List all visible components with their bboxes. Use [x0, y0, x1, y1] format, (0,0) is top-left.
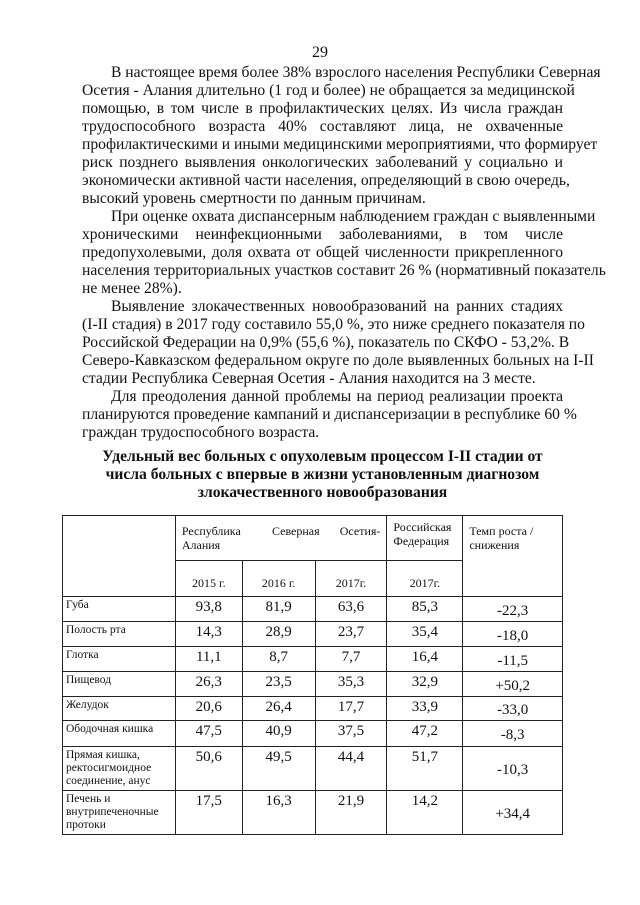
paragraph-line: В настоящее время более 38% взрослого на… [111, 64, 601, 81]
row-label: Ободочная кишка [62, 720, 176, 747]
paragraph-line: экономически активной части населения, о… [82, 172, 570, 189]
paragraph-line: риск позднего выявления онкологических з… [82, 154, 563, 171]
page-number: 29 [312, 44, 328, 61]
rate-cell: -8,3 [462, 720, 563, 747]
value-cell: 28,9 [241, 621, 316, 647]
paragraph-line: предопухолевыми, доля охвата от общей чи… [82, 244, 563, 261]
paragraph-line: населения территориальных участков соста… [82, 262, 606, 279]
paragraph-line: помощью, в том числе в профилактических … [82, 100, 563, 117]
value-cell: 17,5 [174, 790, 243, 835]
value-cell: 35,3 [314, 671, 388, 697]
value-cell: 26,4 [241, 696, 316, 721]
value-cell: 37,5 [314, 720, 388, 747]
value-cell: 33,9 [386, 696, 464, 721]
value-cell: 35,4 [386, 621, 464, 647]
row-label: Желудок [62, 696, 176, 721]
value-cell: 81,9 [241, 596, 316, 622]
paragraph-line: стадии Республика Северная Осетия - Алан… [82, 370, 536, 387]
value-cell: 51,7 [386, 746, 464, 791]
year-header: 2015 г. [174, 560, 243, 597]
header-region-part: Северная [271, 524, 320, 538]
value-cell: 7,7 [314, 646, 388, 672]
paragraph-line: граждан трудоспособного возраста. [82, 424, 320, 441]
value-cell: 26,3 [174, 671, 243, 697]
table-row: Глотка 11,1 8,7 7,7 16,4 -11,5 [62, 646, 563, 672]
header-region: Республика Алания Северная Осетия- [174, 515, 388, 561]
table-row: Желудок 20,6 26,4 17,7 33,9 -33,0 [62, 696, 563, 721]
year-header: 2017г. [314, 560, 388, 597]
value-cell: 16,4 [386, 646, 464, 672]
paragraph-line: Для преодоления данной проблемы на перио… [111, 388, 563, 405]
table-row: Печень и внутрипеченочные протоки 17,5 16,… [62, 790, 563, 835]
row-label: Печень и внутрипеченочные протоки [62, 790, 176, 835]
row-label: Губа [62, 596, 176, 622]
paragraph-line: не менее 28%). [82, 280, 182, 297]
paragraph-line: Осетия - Алания длительно (1 год и более… [82, 82, 575, 99]
value-cell: 8,7 [241, 646, 316, 672]
body-text: В настоящее время более 38% взрослого на… [82, 64, 606, 442]
value-cell: 20,6 [174, 696, 243, 721]
value-cell: 17,7 [314, 696, 388, 721]
table-row: Ободочная кишка 47,5 40,9 37,5 47,2 -8,3 [62, 720, 563, 747]
header-rf: Российская Федерация [386, 515, 464, 561]
rate-cell: -11,5 [462, 646, 563, 672]
year-header: 2016 г. [241, 560, 316, 597]
value-cell: 93,8 [174, 596, 243, 622]
row-label: Глотка [62, 646, 176, 672]
value-cell: 49,5 [241, 746, 316, 791]
table-title-line: Удельный вес больных с опухолевым процес… [102, 448, 543, 465]
rate-cell: -18,0 [462, 621, 563, 647]
value-cell: 23,7 [314, 621, 388, 647]
paragraph-line: трудоспособного возраста 40% составляют … [82, 118, 563, 135]
paragraph-line: планируются проведение кампаний и диспан… [82, 406, 577, 423]
row-label: Прямая кишка, ректосигмоидное соединение… [62, 746, 176, 791]
value-cell: 47,5 [174, 720, 243, 747]
value-cell: 47,2 [386, 720, 464, 747]
paragraph-line: высокий уровень смертности по данным при… [82, 190, 426, 207]
value-cell: 50,6 [174, 746, 243, 791]
paragraph-line: При оценке охвата диспансерным наблюдени… [111, 208, 596, 225]
header-rate: Темп роста /снижения [462, 515, 563, 597]
value-cell: 32,9 [386, 671, 464, 697]
table-row: Полость рта 14,3 28,9 23,7 35,4 -18,0 [62, 621, 563, 647]
rate-cell: -10,3 [462, 746, 563, 791]
rate-cell: +34,4 [462, 790, 563, 835]
paragraph-line: (I-II стадия) в 2017 году составило 55,0… [82, 316, 585, 333]
rate-cell: +50,2 [462, 671, 563, 697]
row-label: Полость рта [62, 621, 176, 647]
value-cell: 11,1 [174, 646, 243, 672]
paragraph-line: Северо-Кавказском федеральном округе по … [82, 352, 594, 369]
value-cell: 16,3 [241, 790, 316, 835]
value-cell: 85,3 [386, 596, 464, 622]
paragraph-line: хроническими неинфекционными заболевания… [82, 226, 563, 243]
header-region-part: Республика Алания [181, 524, 241, 552]
table-row: Губа 93,8 81,9 63,6 85,3 -22,3 [62, 596, 563, 622]
year-header: 2017г. [386, 560, 464, 597]
value-cell: 14,2 [386, 790, 464, 835]
header-empty [62, 515, 176, 597]
value-cell: 14,3 [174, 621, 243, 647]
data-table: Республика Алания Северная Осетия- Росси… [62, 515, 563, 835]
row-label: Пищевод [62, 671, 176, 697]
table-title-line: числа больных с впервые в жизни установл… [105, 466, 540, 483]
paragraph-line: Российской Федерации на 0,9% (55,6 %), п… [82, 334, 570, 351]
value-cell: 23,5 [241, 671, 316, 697]
paragraph-line: профилактическими и иными медицинскими м… [82, 136, 598, 153]
table-title: Удельный вес больных с опухолевым процес… [82, 448, 563, 502]
header-region-part: Осетия- [339, 524, 381, 538]
value-cell: 21,9 [314, 790, 388, 835]
table-row: Прямая кишка, ректосигмоидное соединение… [62, 746, 563, 791]
rate-cell: -33,0 [462, 696, 563, 721]
value-cell: 40,9 [241, 720, 316, 747]
table-row: Пищевод 26,3 23,5 35,3 32,9 +50,2 [62, 671, 563, 697]
value-cell: 63,6 [314, 596, 388, 622]
rate-cell: -22,3 [462, 596, 563, 622]
paragraph-line: Выявление злокачественных новообразовани… [111, 298, 563, 315]
table-title-line: злокачественного новообразования [197, 484, 448, 501]
value-cell: 44,4 [314, 746, 388, 791]
